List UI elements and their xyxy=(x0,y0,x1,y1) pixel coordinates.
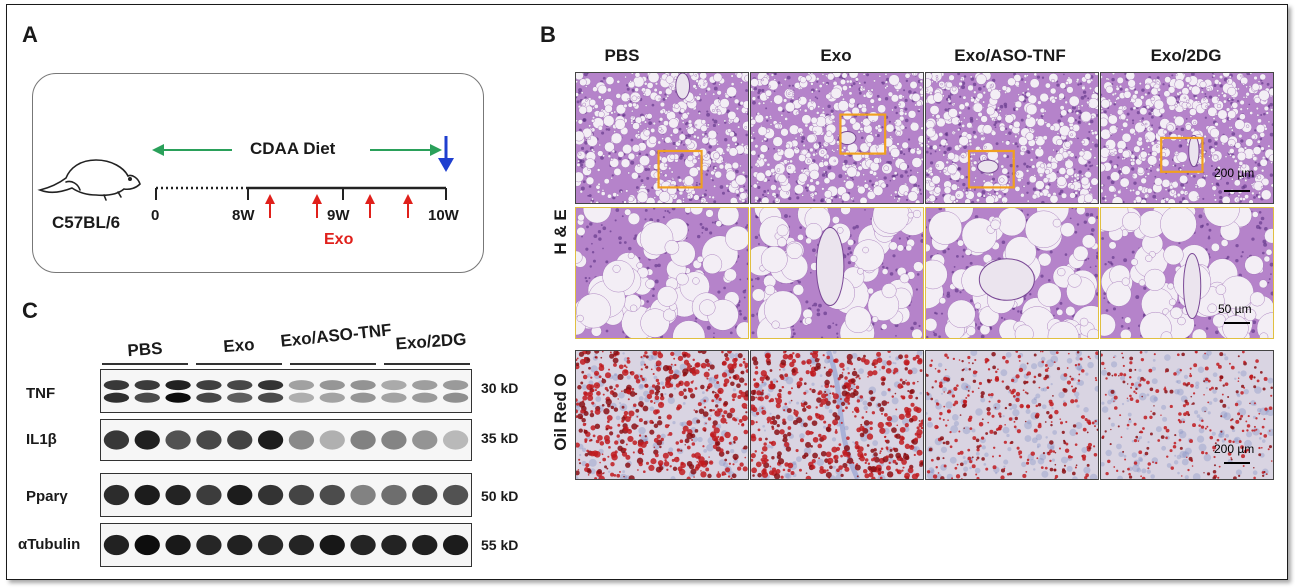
blot-strip-ppary xyxy=(100,473,472,517)
oil-red-pbs xyxy=(575,350,749,480)
blot-strip-il1b xyxy=(100,419,472,461)
treatment-label: Exo xyxy=(324,231,354,248)
blot-size-ppary: 50 kD xyxy=(481,488,519,504)
diet-label: CDAA Diet xyxy=(250,139,336,158)
blot-size-tnf: 30 kD xyxy=(481,380,519,396)
panel-letter-a: A xyxy=(22,22,38,47)
timepoint-8w: 8W xyxy=(232,207,255,224)
column-header-exo-aso-tnf: Exo/ASO-TNF xyxy=(954,46,1066,65)
strain-label: C57BL/6 xyxy=(52,213,121,232)
he-low-pbs xyxy=(575,72,749,204)
he-high-exo xyxy=(750,207,924,339)
scale-bar-he-high xyxy=(1224,322,1250,324)
group-line-exo-2dg xyxy=(384,363,470,365)
scale-bar-oil xyxy=(1224,462,1250,464)
scale-bar-he-low xyxy=(1224,190,1250,192)
he-high-exo-2dg xyxy=(1100,207,1274,339)
blot-size-atubulin: 55 kD xyxy=(481,537,519,553)
he-high-pbs xyxy=(575,207,749,339)
oil-red-exo-2dg xyxy=(1100,350,1274,480)
oil-red-exo xyxy=(750,350,924,480)
schematic-diagram xyxy=(37,136,454,218)
blot-label-atubulin: αTubulin xyxy=(18,536,81,553)
panel-letter-b: B xyxy=(540,22,556,47)
blot-strip-atubulin xyxy=(100,523,472,567)
oil-red-exo-aso-tnf xyxy=(925,350,1099,480)
timepoint-9w: 9W xyxy=(327,207,350,224)
group-line-exo-aso-tnf xyxy=(290,363,376,365)
column-header-exo-2dg: Exo/2DG xyxy=(1150,46,1222,65)
scale-label-oil: 200 µm xyxy=(1214,442,1255,456)
timepoint-0: 0 xyxy=(151,207,160,224)
timepoint-10w: 10W xyxy=(428,207,459,224)
he-high-exo-aso-tnf xyxy=(925,207,1099,339)
schematic-box xyxy=(32,73,484,273)
column-header-pbs: PBS xyxy=(604,46,640,65)
he-low-exo-2dg xyxy=(1100,72,1274,204)
blot-group-exo: Exo xyxy=(222,334,256,357)
row-label-he: H & E xyxy=(551,209,570,255)
group-line-exo xyxy=(196,363,282,365)
blot-label-il1b: IL1β xyxy=(26,431,57,448)
group-line-pbs xyxy=(102,363,188,365)
scale-label-he-high: 50 µm xyxy=(1218,302,1252,316)
blot-strip-tnf xyxy=(100,369,472,413)
row-label-oil-red-o: Oil Red O xyxy=(551,373,570,451)
panel-letter-c: C xyxy=(22,298,38,323)
blot-size-il1b: 35 kD xyxy=(481,430,519,446)
scale-label-he-low: 200 µm xyxy=(1214,166,1255,180)
he-low-exo xyxy=(750,72,924,204)
blot-group-pbs: PBS xyxy=(126,338,164,361)
blot-label-tnf: TNF xyxy=(26,385,56,402)
mouse-icon xyxy=(37,159,141,201)
he-low-exo-aso-tnf xyxy=(925,72,1099,204)
column-header-exo: Exo xyxy=(820,46,852,65)
blot-label-ppary: Pparγ xyxy=(26,488,68,505)
